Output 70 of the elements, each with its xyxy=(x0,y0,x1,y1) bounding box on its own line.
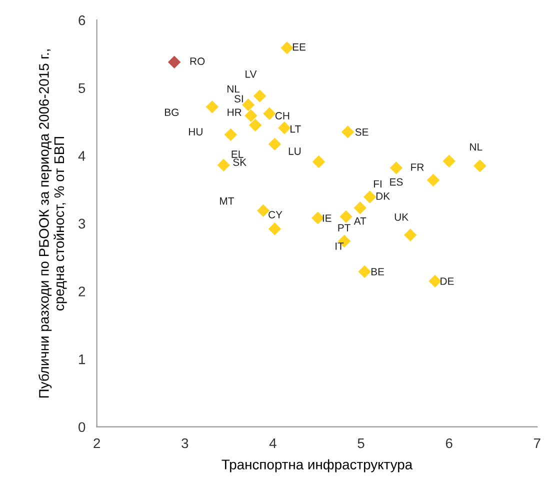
annotation: BE xyxy=(371,268,384,276)
point xyxy=(358,265,371,278)
annotation: LU xyxy=(288,148,301,155)
point xyxy=(280,42,294,54)
annotation: HU xyxy=(189,128,202,136)
annotation: RO xyxy=(190,58,205,65)
y-tick-label: 3 xyxy=(78,218,86,229)
point xyxy=(206,100,219,114)
annotation: DE xyxy=(440,278,454,285)
point xyxy=(442,154,456,168)
point xyxy=(390,162,403,174)
annotation: AT xyxy=(354,217,366,225)
point xyxy=(263,107,276,120)
x-tick-label: 3 xyxy=(182,438,188,448)
point xyxy=(426,174,440,186)
y-tick-label: 5 xyxy=(78,83,86,94)
y-tick-label: 4 xyxy=(78,151,86,161)
x-tick-label: 5 xyxy=(358,438,364,448)
point xyxy=(404,228,417,242)
point xyxy=(341,126,354,138)
annotation: IE xyxy=(322,214,332,222)
point xyxy=(428,274,442,288)
x-tick-label: 2 xyxy=(94,438,100,448)
annotation: LT xyxy=(290,125,301,133)
annotation: EE xyxy=(292,43,306,51)
point xyxy=(268,138,282,151)
annotation: SE xyxy=(355,128,368,136)
x-tick-label: 6 xyxy=(446,438,452,448)
annotation: CY xyxy=(268,211,282,218)
point xyxy=(217,158,230,172)
annotation: HR xyxy=(228,108,242,116)
y-axis-title: Публични разходи по РБООК за периода 2006-2015 г., средна стойност, % от БВП xyxy=(38,50,67,398)
point xyxy=(312,212,324,224)
point xyxy=(168,56,181,68)
annotation: UK xyxy=(394,214,408,221)
annotation: LV xyxy=(246,70,257,78)
annotation: SI xyxy=(234,95,243,102)
x-tick-label: 7 xyxy=(534,438,540,448)
annotation: MT xyxy=(220,197,234,205)
point xyxy=(253,90,266,102)
point xyxy=(340,210,352,224)
annotation: ES xyxy=(390,178,403,186)
annotation: DK xyxy=(376,192,390,200)
point xyxy=(248,118,262,132)
annotation: NL xyxy=(470,143,482,151)
point xyxy=(242,98,255,112)
annotation: FI xyxy=(374,180,382,188)
point xyxy=(256,204,270,217)
point xyxy=(354,202,367,214)
annotation: PT xyxy=(338,224,350,232)
annotation: CH xyxy=(275,112,290,120)
point xyxy=(474,159,486,172)
annotation: NL xyxy=(227,85,240,93)
point xyxy=(312,155,326,168)
y-tick-label: 2 xyxy=(78,286,86,296)
annotation: IT xyxy=(336,242,344,250)
x-tick-label: 4 xyxy=(269,438,276,448)
x-axis-title: Транспортна инфраструктура xyxy=(222,459,413,472)
y-tick-label: 1 xyxy=(79,354,86,364)
annotation: BG xyxy=(165,108,178,116)
annotation: FR xyxy=(411,164,424,171)
annotation: EL xyxy=(232,150,244,158)
y-tick-label: 0 xyxy=(78,422,86,432)
point xyxy=(244,109,258,122)
point xyxy=(268,222,282,236)
point xyxy=(224,128,238,142)
y-tick-label: 6 xyxy=(78,15,86,26)
point xyxy=(278,122,291,134)
point xyxy=(363,190,376,204)
annotation: SK xyxy=(233,158,246,166)
